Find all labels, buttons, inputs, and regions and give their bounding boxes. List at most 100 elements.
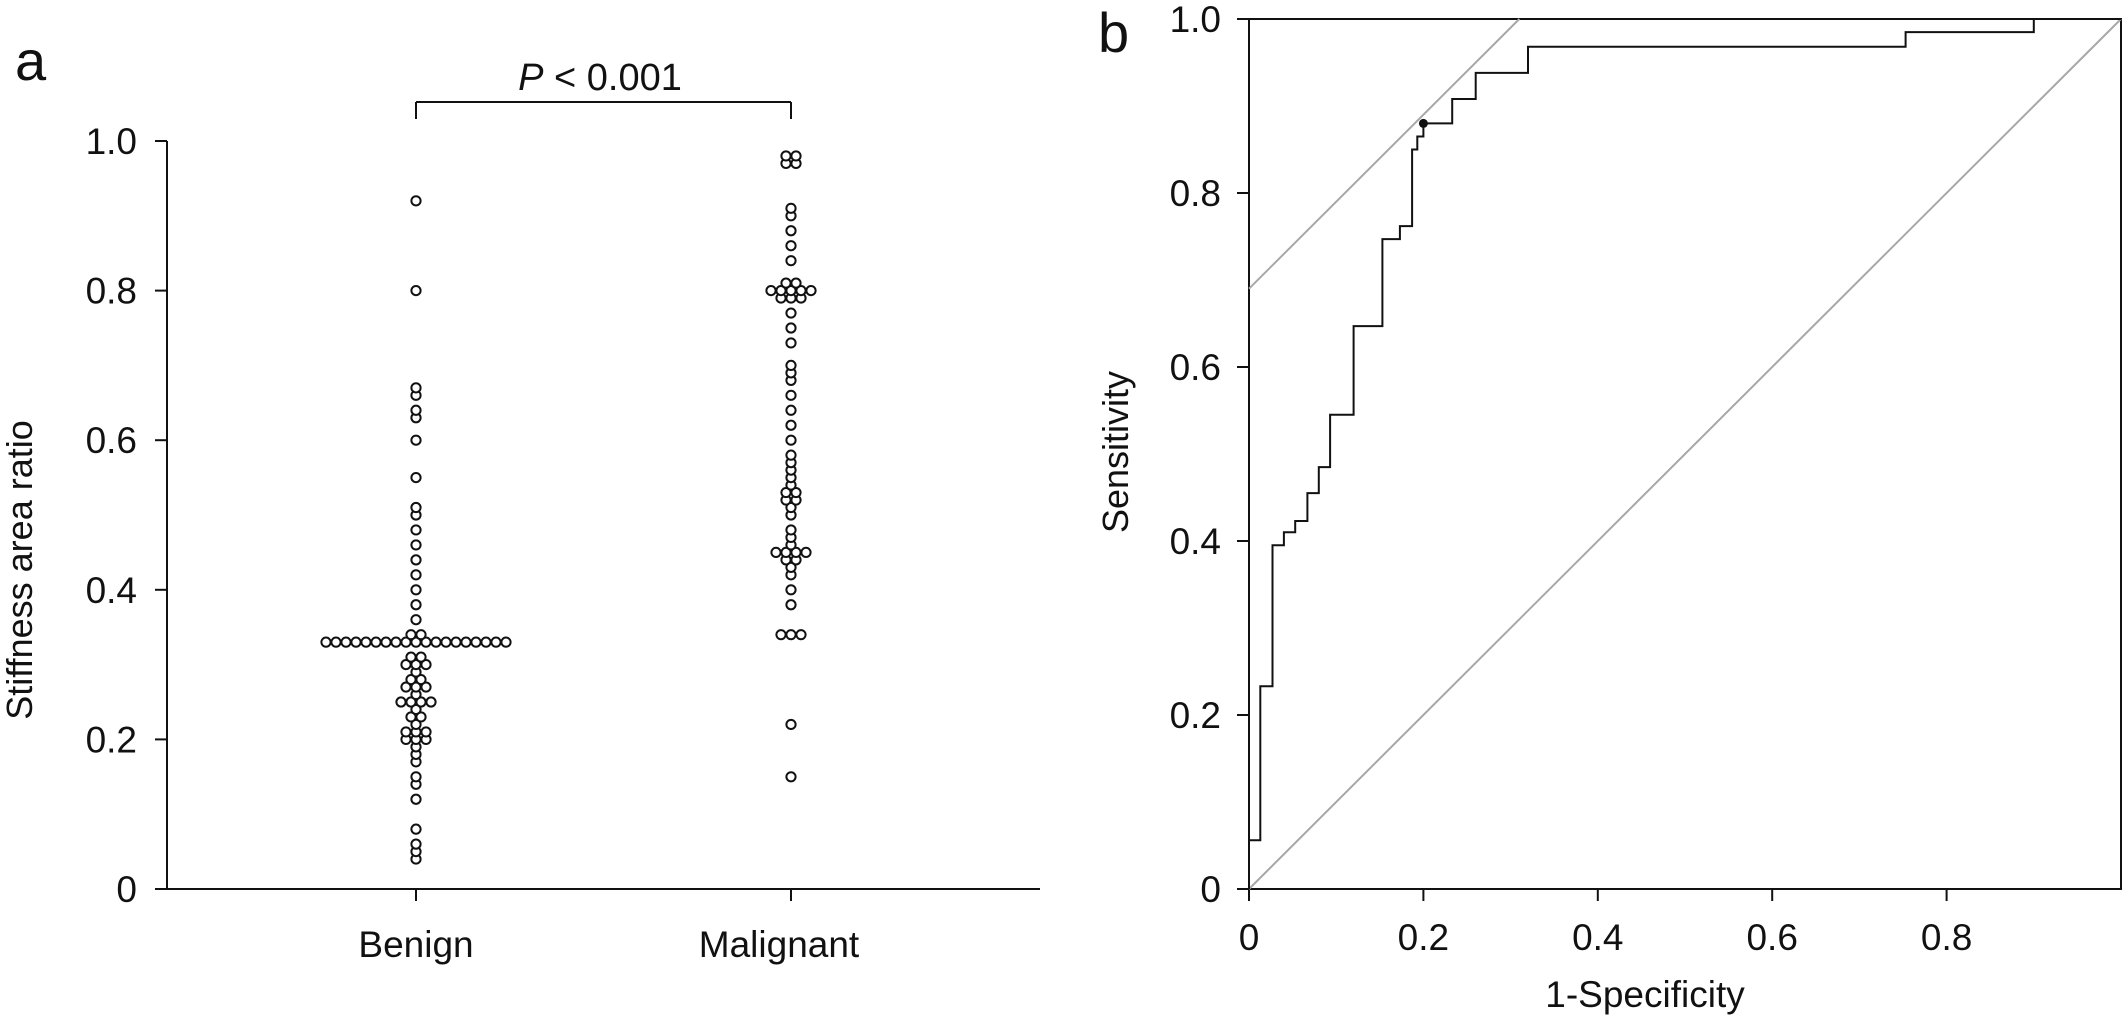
panel-a-y-tick-label: 0.6 (86, 420, 137, 461)
benign-point (330, 636, 342, 648)
panel-b-x-tick-label: 0.8 (1921, 917, 1972, 958)
malignant-point (785, 561, 797, 573)
panel-b-y-tick-label: 1.0 (1170, 0, 1221, 40)
benign-point (360, 636, 372, 648)
panel-a-y-tick-label: 0.8 (86, 271, 137, 312)
malignant-point (800, 546, 812, 559)
malignant-point (765, 285, 777, 297)
benign-point (340, 636, 352, 648)
panel-a-category-malignant: Malignant (699, 924, 860, 965)
benign-point (410, 539, 422, 551)
benign-point (410, 524, 422, 536)
malignant-point (790, 486, 802, 499)
malignant-point (785, 225, 797, 237)
cutoff-tangent-line (1248, 18, 1521, 290)
benign-point (320, 636, 332, 648)
malignant-point (780, 150, 792, 162)
malignant-point (785, 501, 797, 514)
panel-b-y-tick-label: 0.6 (1170, 347, 1221, 388)
significance-value: < 0.001 (543, 57, 681, 99)
benign-point (410, 771, 422, 783)
benign-point (405, 629, 417, 641)
malignant-point (805, 285, 817, 297)
panel-b-x-tick-label: 0.6 (1746, 917, 1797, 958)
malignant-point (785, 337, 797, 349)
benign-point (410, 382, 422, 394)
malignant-point (785, 419, 797, 431)
benign-point (410, 793, 422, 805)
panel-a-category-benign: Benign (358, 924, 473, 965)
benign-point (410, 404, 422, 416)
benign-point (410, 584, 422, 596)
panel-b-reference-lines (1248, 18, 2122, 890)
malignant-point (785, 434, 797, 446)
benign-point (410, 285, 422, 297)
panel-a-y-tick-label: 1.0 (86, 121, 137, 162)
benign-point (480, 636, 492, 648)
panel-a-y-tick-label: 0.4 (86, 570, 137, 611)
benign-point (500, 636, 512, 648)
benign-point (490, 636, 502, 648)
malignant-point (775, 629, 787, 641)
benign-point (410, 599, 422, 611)
panel-b-x-tick-label: 0 (1239, 917, 1260, 958)
benign-point (420, 659, 432, 671)
panel-b-y-tick-label: 0.4 (1170, 521, 1221, 562)
panel-a-label: a (15, 29, 47, 92)
benign-point (410, 718, 422, 731)
malignant-point (785, 599, 797, 611)
malignant-point (770, 546, 782, 559)
malignant-point (785, 449, 797, 461)
malignant-point (785, 629, 797, 641)
benign-point (450, 636, 462, 648)
malignant-point (785, 359, 797, 371)
benign-point (430, 636, 442, 648)
malignant-point (785, 718, 797, 731)
benign-point (410, 434, 422, 446)
benign-point (350, 636, 362, 648)
benign-point (415, 629, 427, 641)
benign-point (390, 636, 402, 648)
panel-b-x-ticks: 0 0.2 0.4 0.6 0.8 (1239, 889, 1972, 958)
benign-point (460, 636, 472, 648)
panel-b-y-tick-label: 0 (1200, 869, 1221, 910)
benign-point (395, 696, 407, 708)
malignant-point (790, 150, 802, 162)
significance-bracket: P < 0.001 (415, 57, 792, 119)
malignant-point (785, 524, 797, 536)
benign-point (410, 472, 422, 484)
benign-point (415, 711, 427, 723)
significance-label: P < 0.001 (518, 57, 682, 99)
cutoff-point (1418, 118, 1428, 128)
benign-point (440, 636, 452, 648)
panel-b-y-axis-label: Sensitivity (1095, 371, 1136, 533)
benign-point (410, 195, 422, 207)
benign-point (410, 569, 422, 581)
malignant-point (785, 771, 797, 783)
malignant-point (785, 584, 797, 596)
panel-a: a Stiffness area ratio 00.20.40.60.81.0 … (0, 29, 1040, 965)
malignant-point (785, 322, 797, 334)
panel-b-y-tick-label: 0.2 (1170, 695, 1221, 736)
panel-b-y-tick-label: 0.8 (1170, 173, 1221, 214)
significance-p: P (518, 57, 544, 99)
chance-diagonal-line (1248, 18, 2122, 890)
panel-a-y-ticks: 0 0.2 0.4 0.6 0.8 1.0 (86, 121, 167, 910)
benign-point (420, 726, 432, 738)
panel-a-y-axis: 0 0.2 0.4 0.6 0.8 1.0 (86, 121, 168, 910)
panel-a-points (320, 150, 817, 865)
benign-point (410, 838, 422, 850)
panel-a-y-axis-label: Stiffness area ratio (0, 420, 40, 720)
benign-point (410, 823, 422, 835)
benign-point (470, 636, 482, 648)
malignant-point (785, 202, 797, 214)
malignant-point (790, 277, 802, 289)
benign-point (425, 696, 437, 708)
roc-curve (1248, 18, 2121, 889)
benign-point (400, 726, 412, 738)
panel-b: b Sensitivity 1-Specificity 0 0.2 0.4 0.6 0.… (1095, 0, 2122, 1015)
malignant-point (785, 389, 797, 401)
panel-b-plot-frame (1248, 18, 2122, 890)
malignant-point (780, 277, 792, 289)
